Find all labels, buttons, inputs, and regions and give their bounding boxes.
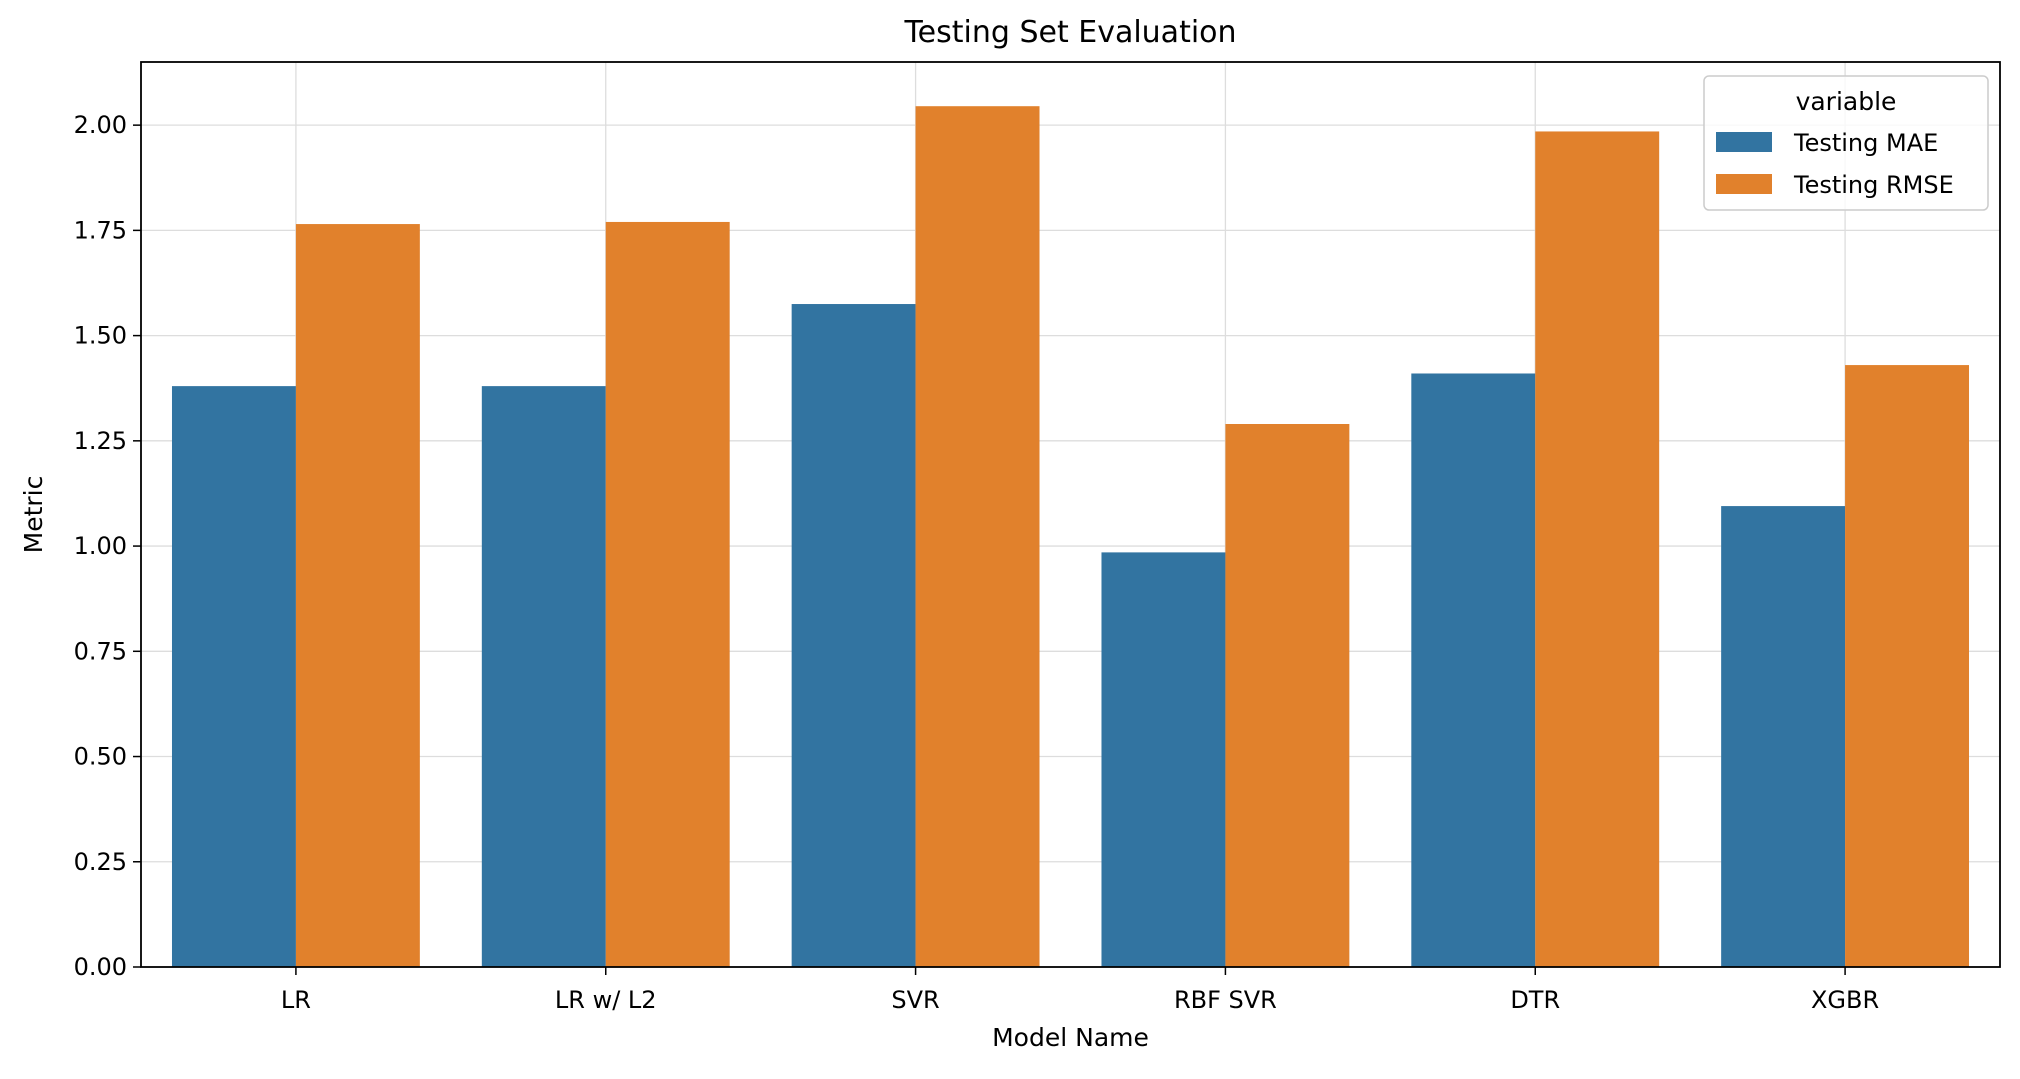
x-tick-label: LR w/ L2 [555, 986, 657, 1014]
x-ticks: LR LR w/ L2 SVR RBF SVR DTR XGBR [281, 967, 1879, 1014]
bar-testing-mae [171, 386, 296, 967]
bar-testing-mae [1721, 506, 1846, 967]
bars [171, 106, 1970, 968]
legend: variable Testing MAE Testing RMSE [1703, 75, 1989, 211]
bar-testing-mae [1101, 552, 1226, 967]
y-tick-label: 0.75 [74, 637, 127, 665]
x-tick-label: SVR [891, 986, 939, 1014]
legend-items: Testing MAE Testing RMSE [1716, 129, 1954, 199]
legend-swatch [1716, 174, 1772, 194]
bar-testing-rmse [605, 221, 730, 967]
x-tick-label: XGBR [1811, 986, 1879, 1014]
bar-testing-mae [1411, 373, 1536, 967]
bar-testing-rmse [1845, 365, 1970, 967]
x-tick-label: LR [281, 986, 311, 1014]
y-tick-label: 1.25 [74, 427, 127, 455]
x-tick-label: DTR [1510, 986, 1560, 1014]
bar-testing-rmse [915, 106, 1040, 967]
y-tick-label: 1.75 [74, 216, 127, 244]
legend-label: Testing RMSE [1793, 171, 1954, 199]
y-tick-label: 1.50 [74, 322, 127, 350]
bar-testing-rmse [295, 224, 420, 968]
legend-swatch [1716, 132, 1772, 152]
bar-testing-mae [791, 304, 916, 967]
y-tick-label: 1.00 [74, 532, 127, 560]
bar-testing-rmse [1535, 131, 1660, 967]
bar-testing-rmse [1225, 424, 1350, 967]
legend-box [1703, 75, 1989, 211]
y-tick-label: 0.25 [74, 848, 127, 876]
axes [140, 61, 2001, 968]
y-tick-label: 2.00 [74, 111, 127, 139]
bar-testing-mae [481, 386, 606, 967]
y-axis-label: Metric [19, 476, 48, 554]
x-tick-label: RBF SVR [1174, 986, 1277, 1014]
legend-title: variable [1796, 87, 1897, 116]
plot-frame [140, 61, 2001, 968]
chart-title: Testing Set Evaluation [903, 15, 1236, 50]
y-ticks: 0.00 0.25 0.50 0.75 1.00 1.25 1.50 1.75 2.00 [74, 111, 141, 981]
y-tick-label: 0.50 [74, 743, 127, 771]
legend-label: Testing MAE [1793, 129, 1938, 157]
x-axis-label: Model Name [992, 1023, 1149, 1052]
y-tick-label: 0.00 [74, 953, 127, 981]
